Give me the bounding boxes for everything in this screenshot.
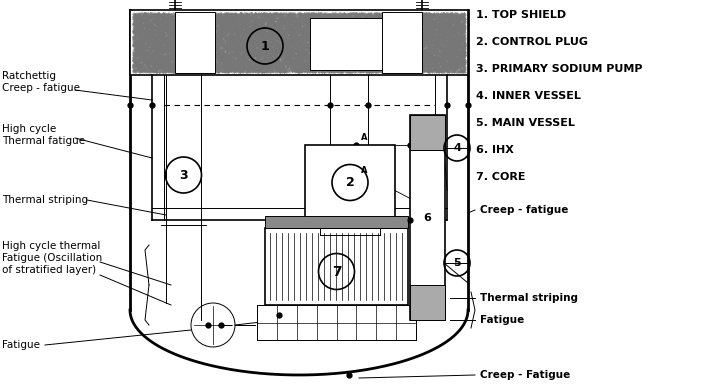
Bar bbox=[130, 10, 468, 75]
Bar bbox=[310, 18, 390, 70]
Bar bbox=[265, 228, 408, 305]
Text: 4: 4 bbox=[453, 143, 461, 153]
Bar bbox=[410, 285, 445, 320]
Text: 7: 7 bbox=[332, 265, 342, 279]
Text: 1: 1 bbox=[261, 40, 269, 53]
Text: 5. MAIN VESSEL: 5. MAIN VESSEL bbox=[476, 118, 575, 128]
Bar bbox=[382, 12, 422, 73]
Text: Fatigue: Fatigue bbox=[480, 315, 524, 325]
Text: 6. IHX: 6. IHX bbox=[476, 145, 514, 155]
Bar bbox=[175, 12, 215, 73]
Text: C: C bbox=[413, 132, 419, 141]
Text: Creep - fatigue: Creep - fatigue bbox=[480, 205, 568, 215]
Text: B: B bbox=[435, 206, 441, 215]
Text: Fatigue: Fatigue bbox=[2, 340, 40, 350]
Text: Ratchettig
Creep - fatigue: Ratchettig Creep - fatigue bbox=[2, 71, 80, 93]
Text: 4. INNER VESSEL: 4. INNER VESSEL bbox=[476, 91, 581, 101]
Bar bbox=[265, 216, 408, 228]
Text: 3. PRIMARY SODIUM PUMP: 3. PRIMARY SODIUM PUMP bbox=[476, 64, 643, 74]
Text: 5: 5 bbox=[453, 258, 460, 268]
Text: 6: 6 bbox=[424, 212, 432, 223]
Bar bbox=[410, 115, 445, 320]
Text: A: A bbox=[361, 166, 368, 175]
Text: 2: 2 bbox=[346, 176, 354, 189]
Text: Creep - Fatigue: Creep - Fatigue bbox=[480, 370, 570, 380]
Text: 1. TOP SHIELD: 1. TOP SHIELD bbox=[476, 10, 566, 20]
Text: Thermal striping: Thermal striping bbox=[480, 293, 578, 303]
Text: A: A bbox=[361, 133, 368, 142]
Bar bbox=[410, 115, 445, 150]
Text: 2. CONTROL PLUG: 2. CONTROL PLUG bbox=[476, 37, 588, 47]
Text: Thermal striping: Thermal striping bbox=[2, 195, 88, 205]
Bar bbox=[257, 305, 416, 340]
Bar bbox=[305, 145, 395, 220]
Text: 3: 3 bbox=[179, 168, 188, 182]
Text: High cycle
Thermal fatigue: High cycle Thermal fatigue bbox=[2, 124, 85, 146]
Text: High cycle thermal
Fatigue (Oscillation
of stratified layer): High cycle thermal Fatigue (Oscillation … bbox=[2, 241, 102, 275]
Text: 7. CORE: 7. CORE bbox=[476, 172, 526, 182]
